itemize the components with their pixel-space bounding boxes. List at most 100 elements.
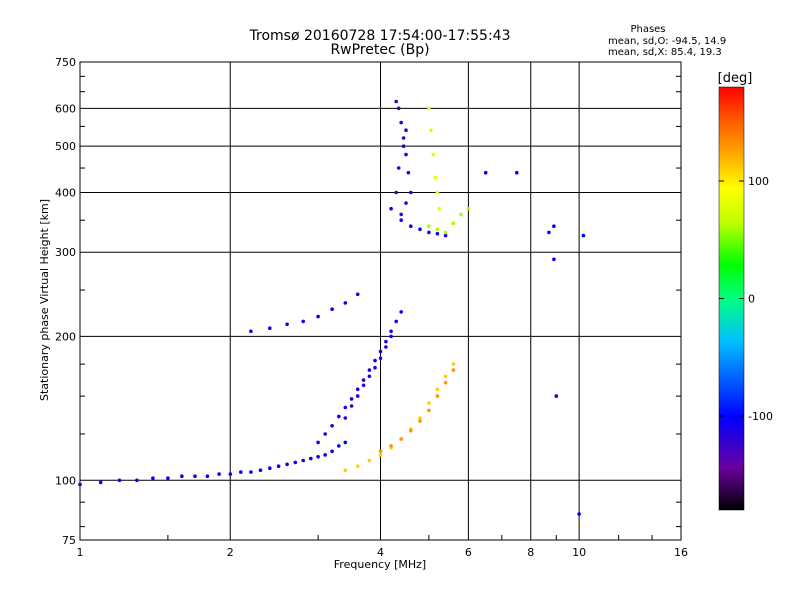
y-tick-label: 600 bbox=[55, 102, 76, 115]
data-point bbox=[418, 416, 422, 420]
data-point bbox=[466, 206, 471, 211]
data-point bbox=[316, 314, 320, 319]
y-tick-label: 300 bbox=[55, 246, 76, 259]
data-point bbox=[361, 383, 366, 388]
colorbar-tick-label: 0 bbox=[748, 293, 755, 306]
data-point bbox=[404, 128, 408, 132]
data-point bbox=[399, 218, 404, 222]
data-point bbox=[437, 206, 442, 211]
data-point bbox=[409, 428, 413, 433]
colorbar-tick-label: 100 bbox=[748, 175, 769, 188]
data-point bbox=[399, 437, 404, 441]
data-point bbox=[349, 397, 354, 401]
data-point bbox=[343, 440, 348, 445]
data-point bbox=[323, 432, 328, 436]
data-point bbox=[443, 374, 448, 379]
data-point bbox=[399, 310, 404, 314]
data-point bbox=[330, 424, 334, 428]
data-point bbox=[401, 136, 406, 140]
data-point bbox=[552, 257, 556, 262]
data-point bbox=[435, 190, 440, 195]
data-point bbox=[228, 472, 233, 476]
data-point bbox=[361, 378, 366, 382]
data-point bbox=[349, 404, 354, 408]
data-point bbox=[285, 322, 289, 327]
data-point bbox=[355, 292, 360, 297]
data-point bbox=[330, 449, 334, 454]
data-point bbox=[547, 230, 551, 235]
data-point bbox=[343, 301, 348, 305]
data-point bbox=[418, 419, 422, 423]
data-point bbox=[427, 401, 431, 405]
data-point bbox=[577, 512, 581, 516]
data-point bbox=[355, 387, 360, 392]
data-point bbox=[378, 349, 383, 354]
data-point bbox=[389, 329, 393, 334]
x-tick-label: 10 bbox=[572, 546, 586, 559]
data-point bbox=[355, 464, 360, 469]
data-point bbox=[427, 106, 431, 111]
y-tick-label: 200 bbox=[55, 330, 76, 343]
y-tick-label: 500 bbox=[55, 140, 76, 153]
x-tick-label: 16 bbox=[674, 546, 688, 559]
data-point bbox=[406, 170, 411, 175]
data-point bbox=[268, 466, 272, 471]
data-point bbox=[309, 456, 313, 461]
data-point bbox=[217, 472, 221, 476]
x-tick-label: 6 bbox=[465, 546, 472, 559]
y-axis-ticks: 75 100 200 300 400 500 600 750 bbox=[55, 56, 681, 547]
stats-line-o: mean, sd,O: -94.5, 14.9 bbox=[608, 36, 726, 47]
y-tick-label: 400 bbox=[55, 186, 76, 199]
data-point bbox=[459, 212, 463, 217]
data-point bbox=[378, 449, 383, 454]
data-point bbox=[373, 365, 377, 370]
data-point bbox=[249, 329, 253, 334]
data-point bbox=[355, 394, 360, 398]
y-tick-label: 100 bbox=[55, 474, 76, 487]
data-point bbox=[249, 470, 253, 474]
data-point bbox=[404, 201, 408, 205]
stats-header: Phases bbox=[630, 24, 665, 35]
data-point bbox=[276, 464, 281, 469]
data-point bbox=[581, 233, 586, 238]
data-point bbox=[78, 482, 82, 487]
data-point bbox=[429, 128, 433, 132]
data-point bbox=[427, 408, 431, 413]
data-point bbox=[396, 106, 401, 111]
data-point bbox=[404, 152, 408, 157]
data-point bbox=[343, 405, 348, 410]
data-point bbox=[285, 462, 289, 467]
data-point bbox=[389, 334, 393, 339]
x-tick-label: 8 bbox=[527, 546, 534, 559]
data-point bbox=[396, 166, 401, 170]
data-point bbox=[394, 190, 399, 195]
data-point bbox=[435, 394, 440, 398]
data-point bbox=[389, 444, 393, 448]
chart-title: Tromsø 20160728 17:54:00-17:55:43 bbox=[249, 28, 511, 44]
colorbar-label: [deg] bbox=[718, 71, 753, 86]
data-point bbox=[399, 120, 404, 125]
colorbar-ticks: 100 0 -100 bbox=[719, 175, 773, 423]
data-point bbox=[435, 387, 440, 392]
data-point bbox=[117, 478, 122, 483]
data-point bbox=[427, 224, 431, 228]
x-tick-label: 1 bbox=[77, 546, 84, 559]
data-point bbox=[394, 319, 399, 324]
data-point bbox=[98, 480, 103, 485]
data-point bbox=[418, 227, 422, 232]
data-point bbox=[384, 339, 388, 344]
colorbar: [deg] 100 0 -100 bbox=[718, 71, 773, 511]
data-point bbox=[433, 175, 438, 180]
data-point bbox=[389, 206, 393, 211]
chart-subtitle: RwPretec (Bp) bbox=[330, 42, 429, 58]
x-axis-ticks: 1 2 4 6 8 10 16 bbox=[77, 535, 688, 559]
data-point bbox=[323, 453, 328, 457]
data-point bbox=[337, 414, 341, 419]
data-point bbox=[552, 224, 556, 228]
stats-line-x: mean, sd,X: 85.4, 19.3 bbox=[608, 47, 722, 58]
data-point bbox=[443, 380, 448, 385]
data-point bbox=[443, 233, 448, 238]
data-point bbox=[401, 144, 406, 148]
data-point bbox=[409, 190, 413, 195]
